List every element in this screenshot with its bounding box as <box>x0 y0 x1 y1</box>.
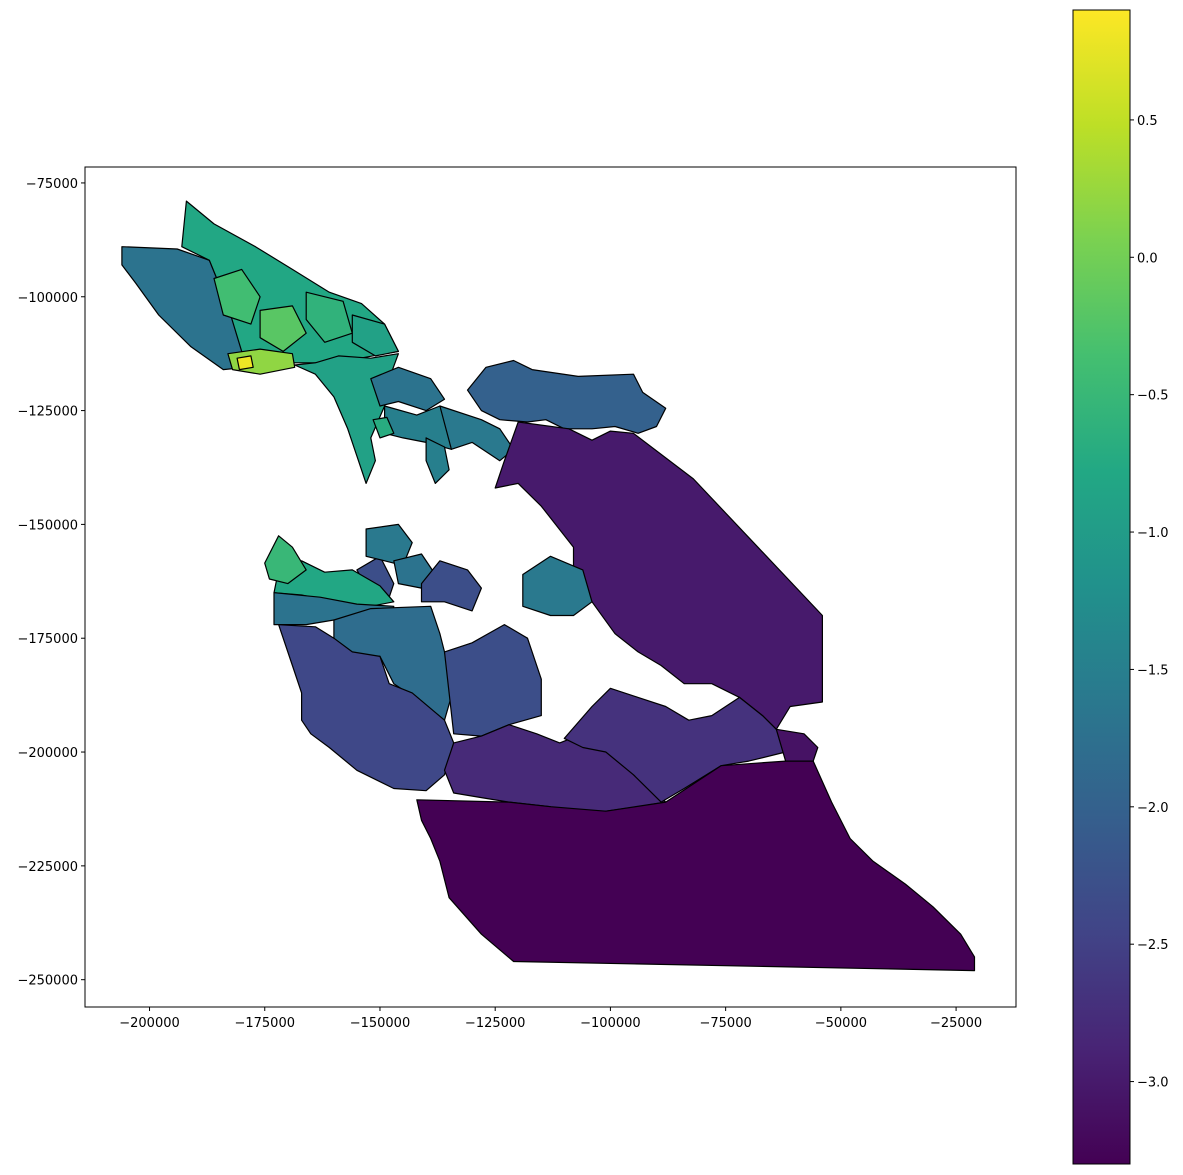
y-tick-label: −175000 <box>17 632 78 647</box>
x-tick-label: −125000 <box>465 1016 526 1031</box>
region-southwest-3 <box>278 623 455 792</box>
colorbar-tick-label: −1.0 <box>1137 526 1169 541</box>
colorbar-tick-label: 0.0 <box>1137 251 1158 266</box>
x-tick-label: −200000 <box>119 1016 180 1031</box>
region-mid-north-1 <box>370 366 446 412</box>
y-tick-label: −75000 <box>26 177 78 192</box>
region-east-large <box>494 421 824 730</box>
region-south-bay-coast <box>264 535 307 585</box>
colorbar-tick-label: 0.5 <box>1137 114 1158 129</box>
colorbar <box>1072 9 1131 1165</box>
y-tick-label: −225000 <box>17 860 78 875</box>
region-bay-shore <box>294 353 399 484</box>
region-north-inner-4 <box>351 314 399 357</box>
colorbar-tick-label: −1.5 <box>1137 663 1169 678</box>
x-tick-label: −175000 <box>234 1016 295 1031</box>
map-regions <box>121 200 976 972</box>
x-tick-label: −100000 <box>580 1016 641 1031</box>
plot-frame <box>84 166 1017 1008</box>
region-northeast <box>466 359 667 434</box>
x-tick-label: −50000 <box>815 1016 867 1031</box>
y-tick-label: −150000 <box>17 518 78 533</box>
region-south-large <box>416 760 976 972</box>
y-axis-ticks: −75000 −100000 −125000 −150000 −175000 −20000… <box>17 177 85 989</box>
y-tick-label: −200000 <box>17 746 78 761</box>
region-center-finger <box>425 437 450 484</box>
y-tick-label: −100000 <box>17 291 78 306</box>
x-tick-label: −75000 <box>700 1016 752 1031</box>
y-tick-label: −250000 <box>17 974 78 989</box>
region-mid-east-small <box>522 555 593 617</box>
y-tick-label: −125000 <box>17 405 78 420</box>
colorbar-tick-label: −0.5 <box>1137 389 1169 404</box>
region-east-strip <box>775 728 819 762</box>
x-tick-label: −25000 <box>930 1016 982 1031</box>
colorbar-tick-label: −3.0 <box>1137 1076 1169 1091</box>
region-north-inner-1 <box>213 268 261 325</box>
colorbar-ticks: 0.5 0.0 −0.5 −1.0 −1.5 −2.0 −2.5 −3.0 <box>1130 114 1169 1091</box>
region-santa-cruz-core <box>236 355 254 371</box>
colorbar-tick-label: −2.0 <box>1137 801 1169 816</box>
region-north-inner-2 <box>259 305 307 352</box>
region-north-inner-3 <box>305 291 353 343</box>
colorbar-tick-label: −2.5 <box>1137 938 1169 953</box>
region-central-south <box>443 623 542 737</box>
x-tick-label: −150000 <box>350 1016 411 1031</box>
region-central-3 <box>420 560 482 612</box>
region-coastal-strip <box>372 416 395 439</box>
x-axis-ticks: −200000 −175000 −150000 −125000 −100000 −7500… <box>119 1007 982 1031</box>
